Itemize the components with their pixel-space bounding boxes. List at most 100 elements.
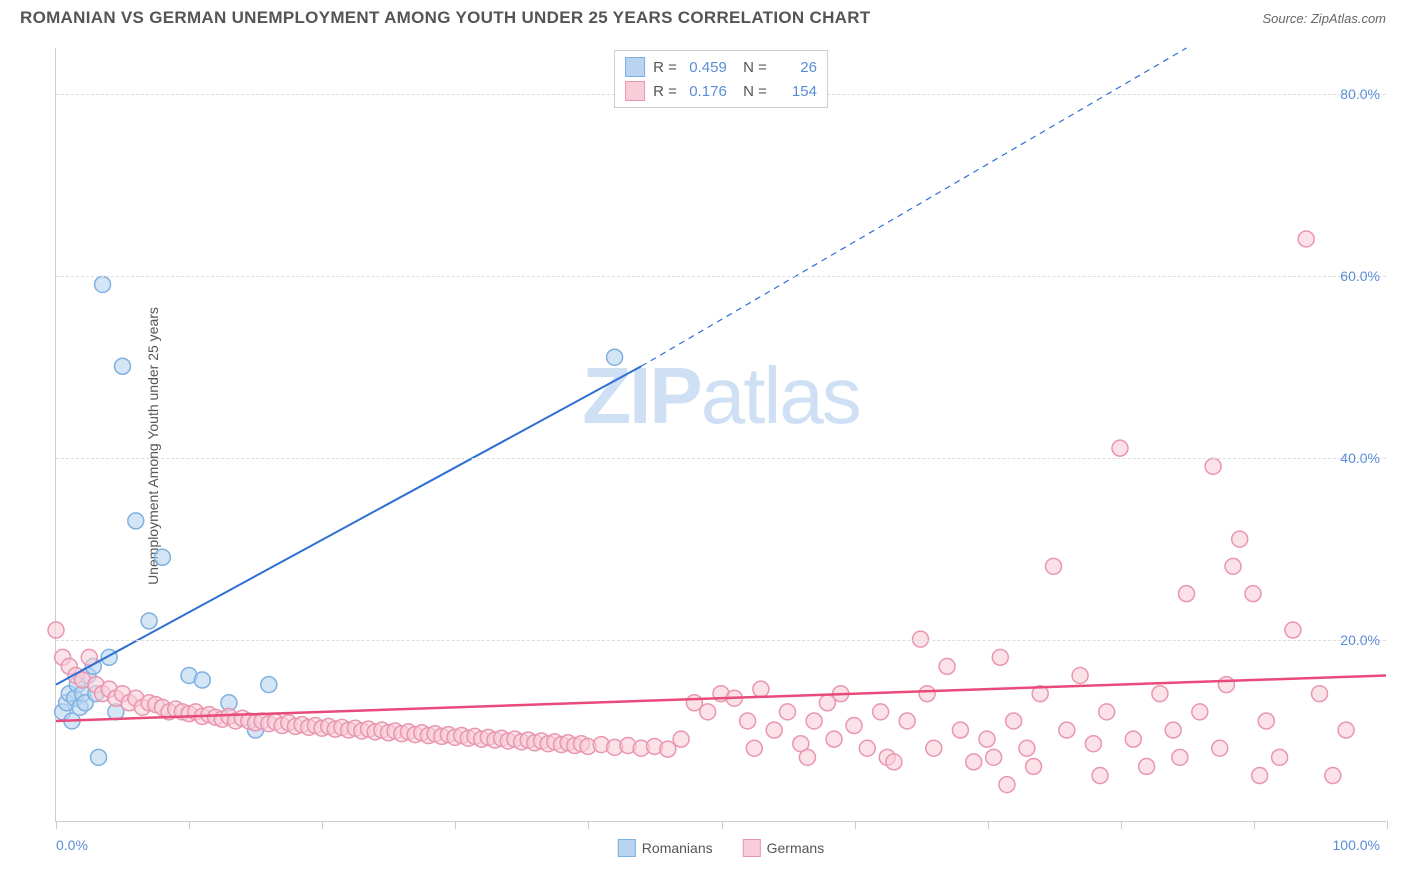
gridline	[56, 276, 1386, 277]
data-point	[873, 704, 889, 720]
data-point	[826, 731, 842, 747]
data-point	[766, 722, 782, 738]
stats-r-value: 0.459	[685, 59, 727, 76]
data-point	[846, 718, 862, 734]
data-point	[799, 749, 815, 765]
data-point	[1312, 686, 1328, 702]
data-point	[979, 731, 995, 747]
data-point	[1085, 736, 1101, 752]
data-point	[1192, 704, 1208, 720]
data-point	[992, 649, 1008, 665]
data-point	[261, 677, 277, 693]
data-point	[1258, 713, 1274, 729]
stats-n-value: 26	[775, 59, 817, 76]
data-point	[1046, 558, 1062, 574]
data-point	[952, 722, 968, 738]
data-point	[1152, 686, 1168, 702]
data-point	[806, 713, 822, 729]
data-point	[919, 686, 935, 702]
data-point	[899, 713, 915, 729]
x-tick	[322, 821, 323, 829]
gridline	[56, 640, 1386, 641]
legend-swatch	[743, 839, 761, 857]
data-point	[1026, 758, 1042, 774]
x-tick	[722, 821, 723, 829]
data-point	[141, 613, 157, 629]
data-point	[753, 681, 769, 697]
y-tick-label: 20.0%	[1340, 632, 1380, 648]
x-tick	[588, 821, 589, 829]
data-point	[1252, 768, 1268, 784]
legend-label: Romanians	[642, 840, 713, 856]
data-point	[926, 740, 942, 756]
x-tick	[56, 821, 57, 829]
data-point	[115, 358, 131, 374]
data-point	[1225, 558, 1241, 574]
data-point	[746, 740, 762, 756]
x-tick	[855, 821, 856, 829]
data-point	[1099, 704, 1115, 720]
data-point	[1205, 458, 1221, 474]
data-point	[48, 622, 64, 638]
data-point	[1006, 713, 1022, 729]
stats-n-label: N =	[735, 59, 767, 76]
data-point	[95, 276, 111, 292]
data-point	[1338, 722, 1354, 738]
data-point	[1232, 531, 1248, 547]
series-legend: Romanians Germans	[618, 839, 824, 857]
data-point	[154, 549, 170, 565]
x-tick	[189, 821, 190, 829]
data-point	[91, 749, 107, 765]
trend-line	[56, 366, 641, 684]
stats-r-value: 0.176	[685, 83, 727, 100]
data-point	[1298, 231, 1314, 247]
stats-r-label: R =	[653, 83, 677, 100]
data-point	[194, 672, 210, 688]
data-point	[1125, 731, 1141, 747]
data-point	[128, 513, 144, 529]
x-label-max: 100.0%	[1333, 837, 1380, 853]
stats-n-label: N =	[735, 83, 767, 100]
plot-area: ZIPatlas 20.0%40.0%60.0%80.0% R =0.459 N…	[55, 48, 1386, 822]
data-point	[780, 704, 796, 720]
x-tick	[1254, 821, 1255, 829]
x-tick	[455, 821, 456, 829]
stats-row: R = 0.459 N = 26	[625, 55, 817, 79]
stats-r-label: R =	[653, 59, 677, 76]
data-point	[1218, 677, 1234, 693]
data-point	[1165, 722, 1181, 738]
data-point	[1285, 622, 1301, 638]
data-point	[939, 658, 955, 674]
data-point	[1059, 722, 1075, 738]
data-point	[1212, 740, 1228, 756]
x-label-min: 0.0%	[56, 837, 88, 853]
legend-label: Germans	[767, 840, 825, 856]
y-tick-label: 60.0%	[1340, 268, 1380, 284]
data-point	[1179, 586, 1195, 602]
gridline	[56, 458, 1386, 459]
data-point	[1112, 440, 1128, 456]
chart-header: ROMANIAN VS GERMAN UNEMPLOYMENT AMONG YO…	[0, 0, 1406, 28]
legend-swatch	[625, 57, 645, 77]
data-point	[1325, 768, 1341, 784]
data-point	[1072, 668, 1088, 684]
legend-swatch	[625, 81, 645, 101]
data-point	[607, 349, 623, 365]
data-point	[1172, 749, 1188, 765]
data-point	[859, 740, 875, 756]
correlation-stats-box: R = 0.459 N = 26 R = 0.176 N = 154	[614, 50, 828, 108]
x-tick	[988, 821, 989, 829]
trend-line	[56, 675, 1386, 720]
x-tick	[1387, 821, 1388, 829]
chart-container: ZIPatlas 20.0%40.0%60.0%80.0% R =0.459 N…	[55, 48, 1386, 862]
data-point	[660, 741, 676, 757]
data-point	[999, 777, 1015, 793]
stats-n-value: 154	[775, 83, 817, 100]
legend-item: Romanians	[618, 839, 713, 857]
y-tick-label: 40.0%	[1340, 450, 1380, 466]
chart-title: ROMANIAN VS GERMAN UNEMPLOYMENT AMONG YO…	[20, 8, 871, 28]
scatter-plot-svg	[56, 48, 1386, 821]
data-point	[966, 754, 982, 770]
data-point	[1272, 749, 1288, 765]
data-point	[886, 754, 902, 770]
